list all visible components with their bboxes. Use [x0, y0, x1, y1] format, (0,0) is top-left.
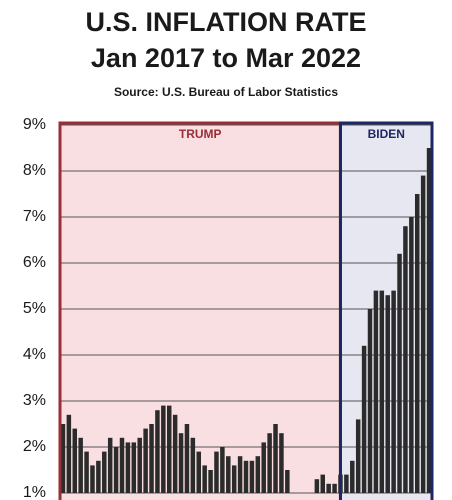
bar: [214, 451, 219, 493]
y-tick-label: 7%: [23, 208, 46, 225]
bar: [379, 290, 385, 493]
bar: [267, 433, 272, 493]
bar: [237, 456, 243, 493]
bar: [231, 465, 237, 493]
bar: [178, 433, 184, 493]
bar: [414, 194, 420, 493]
bar: [355, 419, 361, 493]
region-border: [338, 121, 434, 500]
bar: [273, 424, 278, 493]
bar: [220, 447, 225, 493]
bar: [119, 437, 125, 493]
bar: [326, 483, 331, 493]
bar: [166, 405, 172, 493]
bar: [373, 290, 379, 493]
chart-source: Source: U.S. Bureau of Labor Statistics: [114, 85, 338, 99]
bar: [249, 460, 255, 493]
bar: [426, 148, 432, 493]
region-background: [58, 121, 342, 500]
bar: [60, 424, 66, 493]
bar: [113, 447, 119, 493]
bar: [72, 428, 78, 493]
bar: [137, 437, 142, 493]
bar: [361, 345, 367, 493]
region-label: BIDEN: [368, 127, 405, 141]
bar: [385, 295, 390, 493]
bars: [60, 148, 432, 493]
bar: [131, 442, 137, 493]
bar: [403, 226, 408, 493]
bar: [84, 451, 89, 493]
bar: [391, 290, 396, 493]
region-label: TRUMP: [179, 127, 222, 141]
y-tick-label: 9%: [23, 116, 46, 133]
y-tick-label: 5%: [23, 300, 46, 317]
bar: [409, 217, 414, 493]
y-tick-label: 1%: [23, 484, 46, 500]
bar: [255, 456, 261, 493]
bar: [172, 414, 178, 493]
bar: [261, 442, 266, 493]
bar: [350, 460, 355, 493]
y-tick-label: 4%: [23, 346, 46, 363]
bar: [314, 479, 320, 493]
bar: [420, 175, 426, 493]
bar: [66, 414, 72, 493]
chart-title: U.S. INFLATION RATE: [86, 7, 367, 37]
bar: [208, 470, 213, 493]
bar: [102, 451, 107, 493]
bar: [332, 483, 337, 493]
bar: [202, 465, 207, 493]
bar: [155, 410, 160, 493]
y-tick-label: 8%: [23, 162, 46, 179]
y-tick-label: 2%: [23, 438, 46, 455]
bar: [320, 474, 326, 493]
chart-subtitle: Jan 2017 to Mar 2022: [91, 43, 361, 73]
bar: [279, 433, 284, 493]
bar: [161, 405, 166, 493]
bar: [226, 456, 231, 493]
bar: [367, 309, 373, 493]
bar: [344, 474, 349, 493]
bar: [107, 437, 113, 493]
bar: [143, 428, 148, 493]
bar: [285, 470, 290, 493]
bar: [397, 253, 402, 493]
bar: [190, 437, 196, 493]
bar: [125, 442, 131, 493]
bar: [149, 424, 154, 493]
bar: [90, 465, 95, 493]
bar: [243, 460, 249, 493]
y-tick-label: 3%: [23, 392, 46, 409]
bar: [196, 451, 202, 493]
bar: [78, 437, 83, 493]
bar: [184, 424, 190, 493]
y-tick-label: 6%: [23, 254, 46, 271]
bar: [96, 460, 101, 493]
